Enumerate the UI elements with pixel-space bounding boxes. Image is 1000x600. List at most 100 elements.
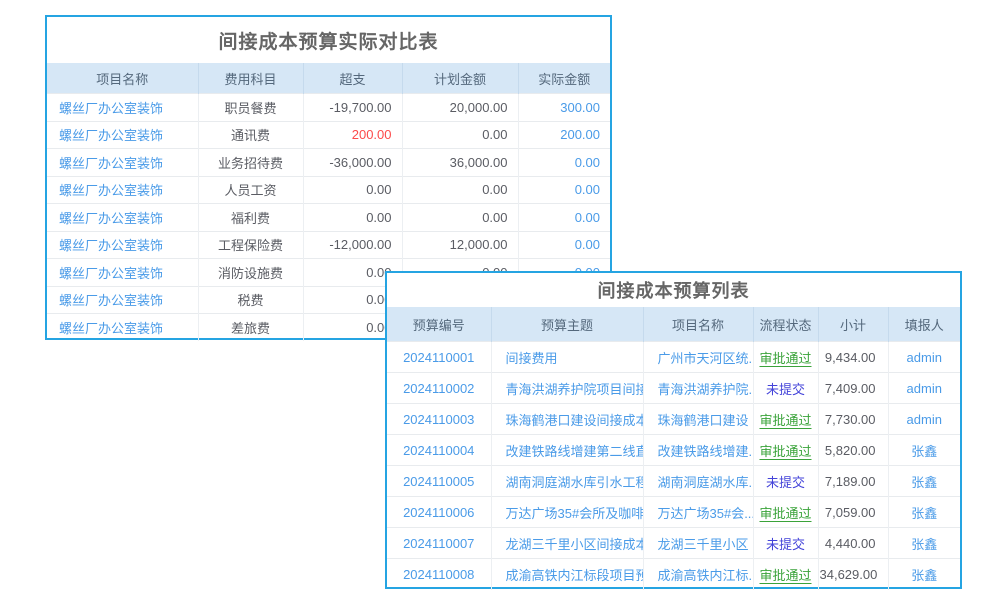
col-header-project-name: 项目名称 [47, 63, 198, 94]
cell-project-name-link[interactable]: 螺丝厂办公室装饰 [47, 120, 198, 149]
cell-overspend: -12,000.00 [302, 230, 402, 259]
budget-list-panel: 间接成本预算列表 预算编号 预算主题 项目名称 流程状态 小计 填报人 2024… [385, 271, 962, 590]
budget-list-row: 2024110001 间接费用 广州市天河区统... 审批通过 9,434.00… [387, 341, 960, 373]
cell-expense-subject: 业务招待费 [197, 148, 303, 176]
col-header-flow-status: 流程状态 [752, 307, 818, 342]
cell-flow-status-link[interactable]: 审批通过 [752, 403, 818, 435]
budget-list-row: 2024110008 成渝高铁内江标段项目预... 成渝高铁内江标... 审批通… [387, 558, 960, 590]
cell-budget-subject-link[interactable]: 珠海鹤港口建设间接成本... [490, 403, 643, 435]
col-header-budget-subject: 预算主题 [490, 307, 643, 342]
list-panel-title: 间接成本预算列表 [597, 281, 750, 301]
budget-list-table: 预算编号 预算主题 项目名称 流程状态 小计 填报人 2024110001 间接… [387, 307, 960, 590]
cell-budget-subject-link[interactable]: 龙湖三千里小区间接成本... [490, 527, 643, 559]
cell-budget-subject-link[interactable]: 成渝高铁内江标段项目预... [490, 558, 643, 590]
cell-budget-no-link[interactable]: 2024110004 [387, 434, 491, 466]
cell-budget-subject-link[interactable]: 万达广场35#会所及咖啡... [490, 496, 643, 528]
cell-subtotal: 7,730.00 [817, 403, 888, 435]
col-header-project-name: 项目名称 [642, 307, 753, 342]
col-header-overspend: 超支 [302, 63, 402, 94]
cell-project-name-link[interactable]: 龙湖三千里小区 [642, 527, 753, 559]
cell-project-name-link[interactable]: 螺丝厂办公室装饰 [47, 285, 198, 314]
cell-budget-no-link[interactable]: 2024110008 [387, 558, 491, 590]
cell-flow-status-link[interactable]: 未提交 [752, 527, 818, 559]
cell-filler-link[interactable]: 张鑫 [887, 496, 960, 528]
cell-budget-no-link[interactable]: 2024110007 [387, 527, 491, 559]
cell-actual-amount[interactable]: 0.00 [517, 230, 610, 259]
cell-filler-link[interactable]: admin [887, 341, 960, 373]
cell-planned-amount: 0.00 [401, 203, 518, 231]
cell-filler-link[interactable]: 张鑫 [887, 434, 960, 466]
cell-budget-subject-link[interactable]: 改建铁路线增建第二线直... [490, 434, 643, 466]
cell-filler-link[interactable]: admin [887, 372, 960, 404]
cell-budget-subject-link[interactable]: 青海洪湖养护院项目间接... [490, 372, 643, 404]
cell-project-name-link[interactable]: 螺丝厂办公室装饰 [47, 313, 198, 341]
cell-project-name-link[interactable]: 湖南洞庭湖水库... [642, 465, 753, 497]
cell-filler-link[interactable]: admin [887, 403, 960, 435]
cell-overspend: 0.00 [302, 203, 402, 231]
cell-expense-subject: 税费 [197, 285, 303, 314]
cell-actual-amount[interactable]: 0.00 [517, 175, 610, 204]
comparison-panel-title: 间接成本预算实际对比表 [218, 31, 439, 53]
cell-project-name-link[interactable]: 螺丝厂办公室装饰 [47, 175, 198, 204]
cell-filler-link[interactable]: 张鑫 [887, 527, 960, 559]
comparison-table-row: 螺丝厂办公室装饰 业务招待费 -36,000.00 36,000.00 0.00 [47, 148, 610, 176]
cell-flow-status-link[interactable]: 未提交 [752, 372, 818, 404]
cell-budget-no-link[interactable]: 2024110001 [387, 341, 491, 373]
list-header-row: 预算编号 预算主题 项目名称 流程状态 小计 填报人 [387, 307, 960, 342]
cell-actual-amount[interactable]: 200.00 [517, 120, 610, 149]
cell-planned-amount: 0.00 [401, 120, 518, 149]
cell-project-name-link[interactable]: 螺丝厂办公室装饰 [47, 93, 198, 121]
cell-actual-amount[interactable]: 0.00 [517, 148, 610, 176]
cell-budget-no-link[interactable]: 2024110002 [387, 372, 491, 404]
cell-budget-subject-link[interactable]: 湖南洞庭湖水库引水工程... [490, 465, 643, 497]
col-header-budget-no: 预算编号 [387, 307, 491, 342]
budget-list-row: 2024110007 龙湖三千里小区间接成本... 龙湖三千里小区 未提交 4,… [387, 527, 960, 559]
cell-subtotal: 5,820.00 [817, 434, 888, 466]
cell-flow-status-link[interactable]: 审批通过 [752, 434, 818, 466]
cell-budget-subject-link[interactable]: 间接费用 [490, 341, 643, 373]
cell-project-name-link[interactable]: 珠海鹤港口建设 [642, 403, 753, 435]
cell-expense-subject: 差旅费 [197, 313, 303, 341]
cell-subtotal: 7,409.00 [817, 372, 888, 404]
budget-list-row: 2024110006 万达广场35#会所及咖啡... 万达广场35#会... 审… [387, 496, 960, 528]
col-header-filler: 填报人 [887, 307, 960, 342]
cell-project-name-link[interactable]: 螺丝厂办公室装饰 [47, 148, 198, 176]
budget-list-row: 2024110004 改建铁路线增建第二线直... 改建铁路线增建... 审批通… [387, 434, 960, 466]
cell-project-name-link[interactable]: 青海洪湖养护院... [642, 372, 753, 404]
cell-project-name-link[interactable]: 螺丝厂办公室装饰 [47, 203, 198, 231]
cell-actual-amount[interactable]: 300.00 [517, 93, 610, 121]
cell-project-name-link[interactable]: 广州市天河区统... [642, 341, 753, 373]
comparison-table-row: 螺丝厂办公室装饰 工程保险费 -12,000.00 12,000.00 0.00 [47, 230, 610, 259]
cell-project-name-link[interactable]: 螺丝厂办公室装饰 [47, 230, 198, 259]
comparison-table-row: 螺丝厂办公室装饰 消防设施费 0.00 0.00 0.00 [47, 258, 610, 286]
cell-filler-link[interactable]: 张鑫 [887, 558, 960, 590]
comparison-header-row: 项目名称 费用科目 超支 计划金额 实际金额 [47, 63, 610, 94]
cell-expense-subject: 人员工资 [197, 175, 303, 204]
cell-project-name-link[interactable]: 螺丝厂办公室装饰 [47, 258, 198, 286]
cell-actual-amount[interactable]: 0.00 [517, 203, 610, 231]
cell-planned-amount: 12,000.00 [401, 230, 518, 259]
comparison-table-row: 螺丝厂办公室装饰 福利费 0.00 0.00 0.00 [47, 203, 610, 231]
cell-subtotal: 4,440.00 [817, 527, 888, 559]
cell-overspend: -36,000.00 [302, 148, 402, 176]
cell-overspend: 200.00 [302, 120, 402, 149]
cell-budget-no-link[interactable]: 2024110003 [387, 403, 491, 435]
cell-project-name-link[interactable]: 成渝高铁内江标... [642, 558, 753, 590]
cell-project-name-link[interactable]: 改建铁路线增建... [642, 434, 753, 466]
cell-subtotal: 34,629.00 [817, 558, 888, 590]
cell-flow-status-link[interactable]: 审批通过 [752, 496, 818, 528]
cell-subtotal: 7,189.00 [817, 465, 888, 497]
cell-flow-status-link[interactable]: 审批通过 [752, 341, 818, 373]
cell-overspend: 0.00 [302, 175, 402, 204]
col-header-actual-amount: 实际金额 [517, 63, 610, 94]
cell-budget-no-link[interactable]: 2024110006 [387, 496, 491, 528]
cell-flow-status-link[interactable]: 审批通过 [752, 558, 818, 590]
cell-budget-no-link[interactable]: 2024110005 [387, 465, 491, 497]
cell-expense-subject: 工程保险费 [197, 230, 303, 259]
cell-filler-link[interactable]: 张鑫 [887, 465, 960, 497]
budget-list-row: 2024110003 珠海鹤港口建设间接成本... 珠海鹤港口建设 审批通过 7… [387, 403, 960, 435]
cell-project-name-link[interactable]: 万达广场35#会... [642, 496, 753, 528]
cell-planned-amount: 36,000.00 [401, 148, 518, 176]
cell-flow-status-link[interactable]: 未提交 [752, 465, 818, 497]
col-header-planned-amount: 计划金额 [401, 63, 518, 94]
